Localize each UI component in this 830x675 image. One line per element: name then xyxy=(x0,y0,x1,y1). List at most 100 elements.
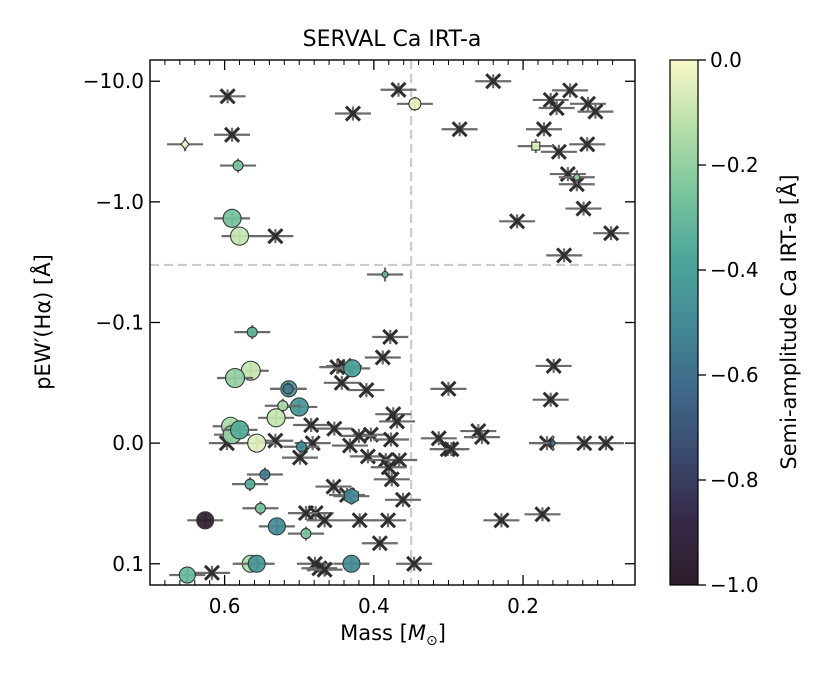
colored-point xyxy=(264,398,301,413)
x-marker-point xyxy=(546,247,583,264)
x-marker-glyph xyxy=(374,349,391,366)
x-marker-glyph xyxy=(380,459,397,476)
x-marker-point xyxy=(281,449,318,466)
x-marker-glyph xyxy=(291,449,309,466)
x-marker-glyph xyxy=(358,381,375,399)
colored-point xyxy=(217,367,254,389)
circle-marker xyxy=(289,397,309,417)
y-tick-label: −10.0 xyxy=(83,69,144,93)
colored-point xyxy=(246,467,283,482)
circle-marker xyxy=(247,433,267,453)
x-marker-glyph xyxy=(534,506,551,523)
x-marker-glyph xyxy=(267,432,284,449)
x-marker-glyph xyxy=(382,431,400,448)
circle-marker xyxy=(573,173,581,181)
circle-marker xyxy=(277,400,289,412)
x-marker-point xyxy=(587,435,624,452)
x-marker-point xyxy=(380,81,417,98)
colored-point xyxy=(221,420,258,440)
chart-title: SERVAL Ca IRT-a xyxy=(303,27,482,52)
x-marker-point xyxy=(483,512,520,529)
colored-point xyxy=(220,158,257,173)
x-marker-point xyxy=(538,99,575,117)
x-marker-glyph xyxy=(267,228,284,245)
x-marker-point xyxy=(475,73,512,90)
circle-marker xyxy=(300,528,312,540)
x-marker-glyph xyxy=(443,441,460,458)
colored-point xyxy=(242,501,279,516)
x-marker-point xyxy=(540,143,577,160)
x-axis-label-subscript: ⊙ xyxy=(426,633,438,649)
x-marker-glyph xyxy=(219,88,236,105)
x-marker-point xyxy=(535,357,572,374)
x-marker-glyph xyxy=(587,103,604,120)
x-marker-point xyxy=(306,561,343,578)
x-marker-glyph xyxy=(371,535,388,552)
diamond-marker xyxy=(180,138,190,150)
x-marker-glyph xyxy=(473,429,491,446)
x-marker-glyph xyxy=(451,121,468,138)
x-axis-label-symbol: M xyxy=(408,621,426,645)
x-marker-point xyxy=(370,512,407,529)
x-marker-glyph xyxy=(333,374,350,391)
circle-marker xyxy=(343,359,362,378)
circle-marker xyxy=(295,441,308,453)
x-marker-point xyxy=(214,126,251,143)
y-tick-label: 0.0 xyxy=(112,431,144,455)
x-marker-glyph xyxy=(325,478,342,495)
x-marker-point xyxy=(373,431,410,448)
x-marker-point xyxy=(378,413,415,430)
colored-point xyxy=(238,554,275,573)
x-marker-glyph xyxy=(603,225,620,242)
colored-point xyxy=(558,170,595,185)
x-tick-label: 0.2 xyxy=(507,594,539,618)
x-marker-point xyxy=(361,535,398,552)
x-marker-point xyxy=(499,213,536,230)
axes-ticks: 0.6 0.4 0.2 −10.0 −1.0 −0.1 0.0 0.1 xyxy=(83,60,635,618)
colored-point xyxy=(258,517,295,536)
colored-point xyxy=(367,267,404,282)
x-marker-point xyxy=(348,381,385,399)
colorbar-tick-label: −0.4 xyxy=(710,258,759,282)
x-marker-point xyxy=(577,103,614,120)
x-marker-point xyxy=(372,328,409,346)
x-marker-point xyxy=(569,136,606,153)
x-marker-glyph xyxy=(542,391,559,408)
x-marker-glyph xyxy=(575,200,592,217)
x-marker-point xyxy=(565,200,602,217)
circle-marker xyxy=(381,270,389,279)
circle-marker xyxy=(254,502,266,514)
circle-marker xyxy=(259,468,271,481)
x-marker-point xyxy=(552,82,589,99)
x-marker-point xyxy=(364,349,401,366)
colored-point xyxy=(231,477,268,492)
circle-marker xyxy=(196,511,215,530)
colored-point xyxy=(169,566,206,584)
x-marker-glyph xyxy=(344,105,362,122)
x-marker-glyph xyxy=(316,561,333,578)
circle-marker xyxy=(342,554,361,573)
hexagon-marker xyxy=(343,487,359,505)
x-marker-glyph xyxy=(297,505,315,522)
x-marker-glyph xyxy=(379,512,397,529)
circle-marker xyxy=(225,367,246,389)
x-marker-point xyxy=(334,105,371,122)
x-marker-glyph xyxy=(303,416,320,434)
x-marker-point xyxy=(316,420,353,437)
x-marker-point xyxy=(569,95,606,112)
x-marker-point xyxy=(524,506,561,523)
x-marker-glyph xyxy=(562,82,579,99)
x-marker-point xyxy=(306,512,343,529)
plot-frame xyxy=(149,59,636,586)
colorbar-tick-label: −0.6 xyxy=(710,363,759,387)
x-marker-glyph xyxy=(579,136,596,153)
x-marker-point xyxy=(532,391,569,408)
circle-marker xyxy=(282,383,294,395)
x-tick-label: 0.6 xyxy=(209,594,241,618)
x-marker-point xyxy=(593,225,630,242)
colored-point xyxy=(334,359,371,378)
x-marker-glyph xyxy=(326,420,343,437)
x-marker-point xyxy=(460,423,497,440)
x-marker-point xyxy=(384,491,421,508)
